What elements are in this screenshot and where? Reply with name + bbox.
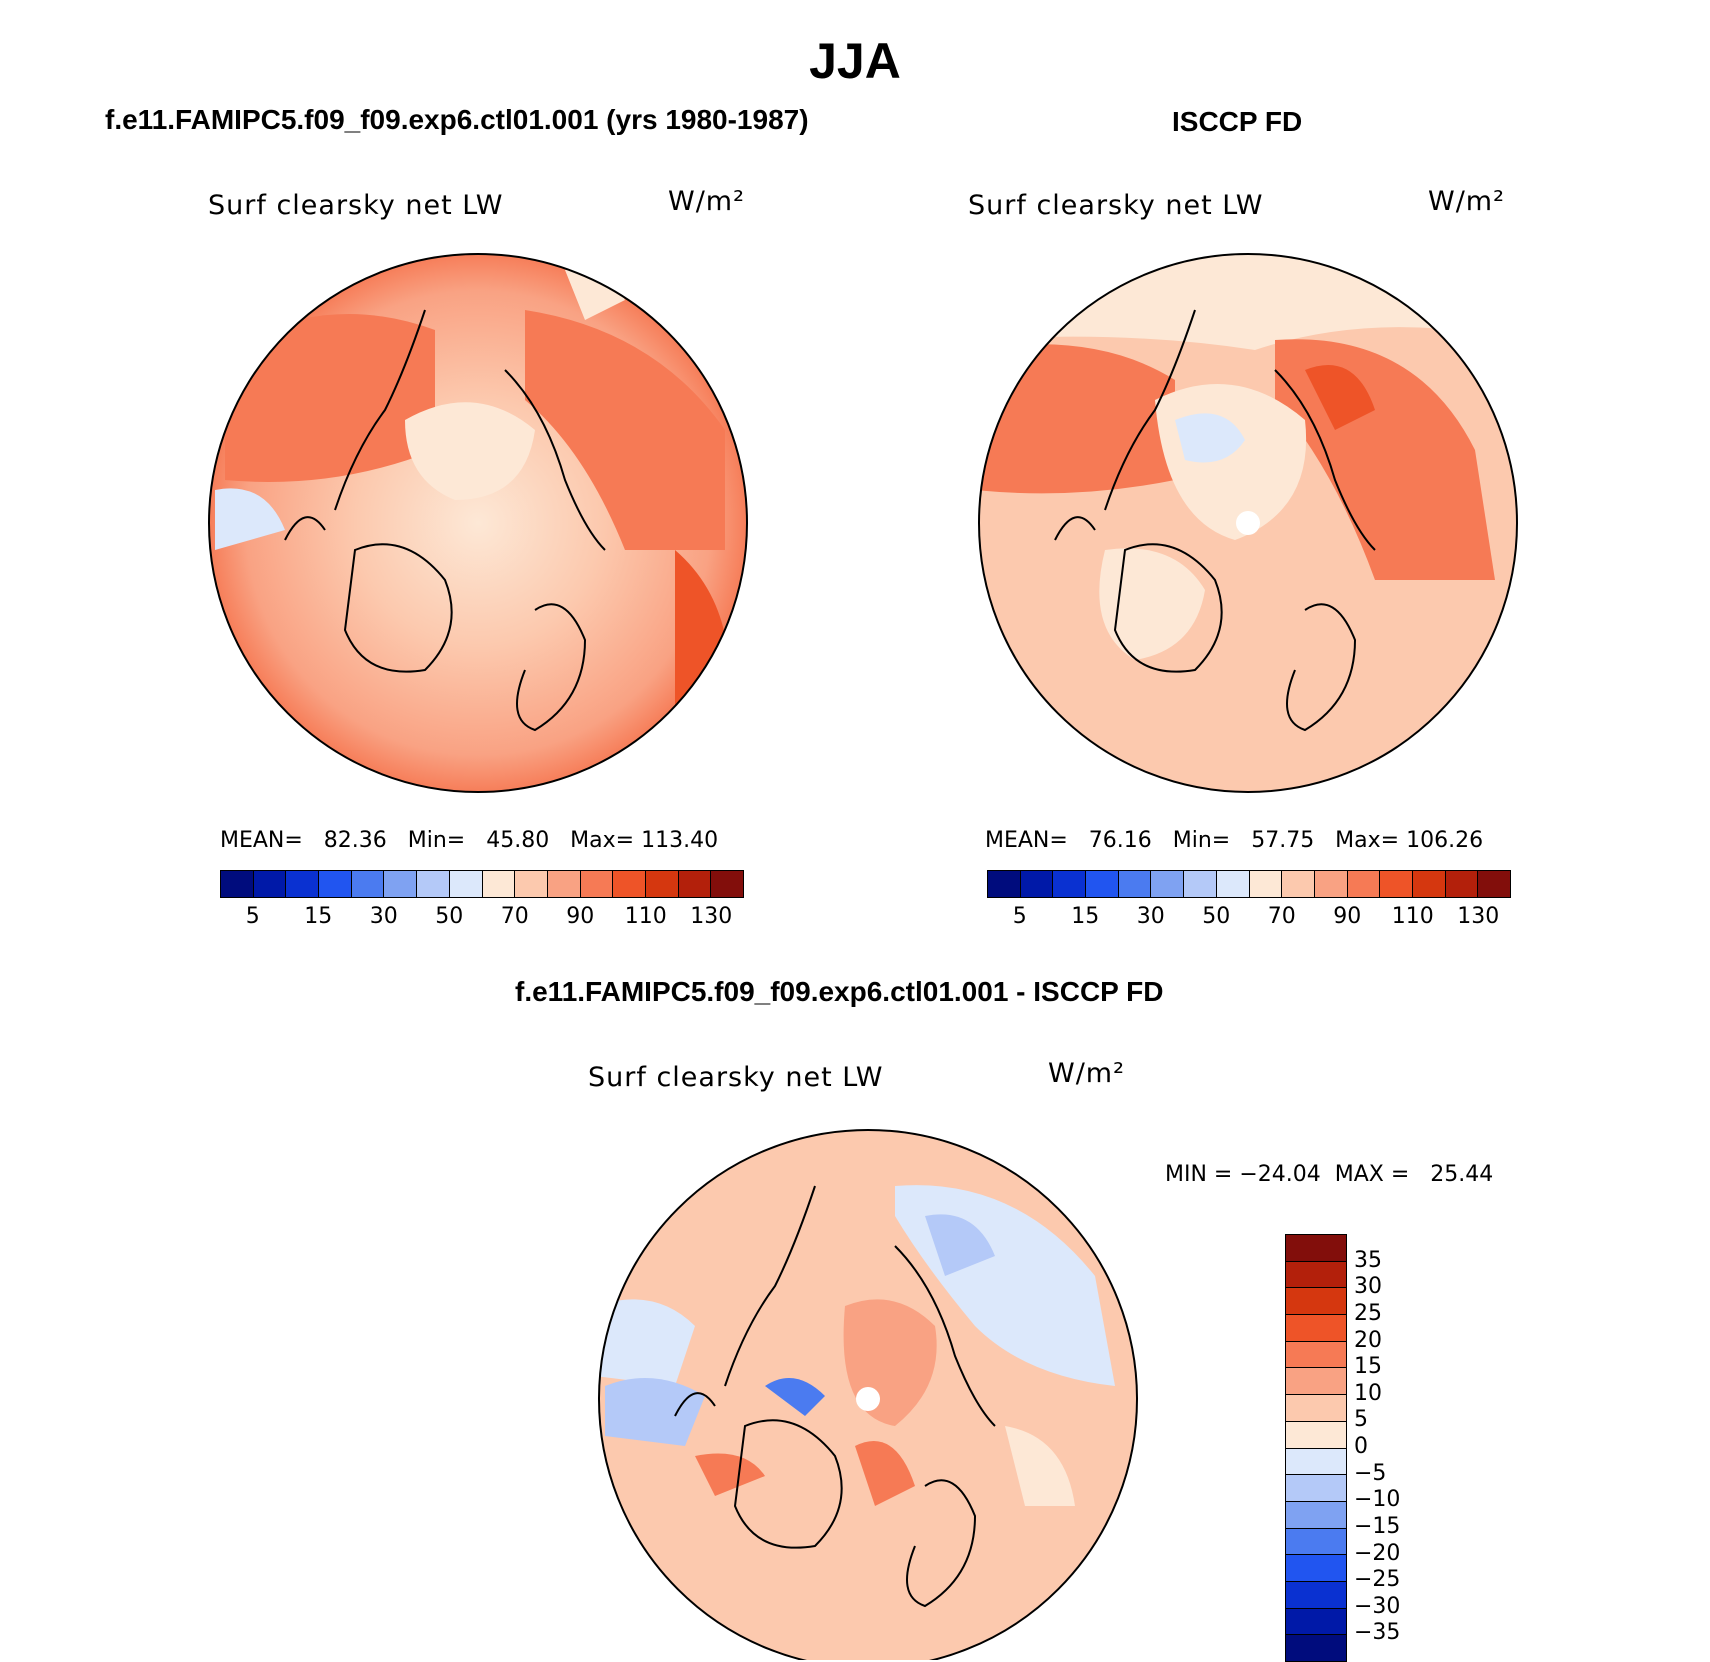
colorbar-tick-label: 35: [1354, 1247, 1382, 1273]
colorbar-swatch: [1019, 871, 1053, 897]
diff-colorbar: [1285, 1234, 1347, 1662]
colorbar-swatch: [1286, 1367, 1346, 1395]
colorbar-swatch: [1286, 1235, 1346, 1261]
colorbar-swatch: [221, 871, 253, 897]
colorbar-tick-label: 15: [1354, 1354, 1382, 1380]
model-panel-title: f.e11.FAMIPC5.f09_f09.exp6.ctl01.001 (yr…: [105, 104, 809, 135]
colorbar-swatch: [546, 871, 580, 897]
colorbar-tick-label: 15: [1071, 904, 1100, 929]
colorbar-swatch: [1286, 1580, 1346, 1608]
colorbar-tick-label: 0: [1354, 1434, 1368, 1459]
colorbar-tick-label: −5: [1354, 1460, 1387, 1486]
colorbar-swatch: [448, 871, 482, 897]
colorbar-swatch: [1286, 1474, 1346, 1501]
colorbar-tick-label: 50: [435, 904, 464, 929]
colorbar-tick-label: −15: [1354, 1513, 1401, 1539]
colorbar-swatch: [579, 871, 613, 897]
colorbar-swatch: [1286, 1500, 1346, 1528]
colorbar-swatch: [1286, 1260, 1346, 1288]
colorbar-swatch: [350, 871, 384, 897]
colorbar-swatch: [1281, 871, 1314, 897]
colorbar-swatch: [1286, 1287, 1346, 1315]
colorbar-tick-label: −35: [1354, 1620, 1401, 1646]
colorbar-swatch: [1286, 1527, 1346, 1555]
colorbar-swatch: [1286, 1420, 1346, 1448]
colorbar-swatch: [1117, 871, 1151, 897]
colorbar-swatch: [1215, 871, 1249, 897]
colorbar-tick-label: 25: [1354, 1300, 1382, 1326]
figure-title: JJA: [809, 33, 901, 89]
colorbar-swatch: [1286, 1340, 1346, 1368]
diff-units-label: W/m²: [1048, 1058, 1125, 1089]
colorbar-swatch: [514, 871, 547, 897]
colorbar-swatch: [1286, 1394, 1346, 1421]
colorbar-tick-label: 30: [1354, 1274, 1382, 1300]
colorbar-tick-label: −25: [1354, 1567, 1401, 1593]
colorbar-swatch: [1286, 1634, 1346, 1661]
colorbar-swatch: [1286, 1607, 1346, 1635]
colorbar-swatch: [1286, 1554, 1346, 1581]
colorbar-swatch: [416, 871, 449, 897]
colorbar-swatch: [1346, 871, 1380, 897]
colorbar-tick-label: 90: [566, 904, 595, 929]
colorbar-swatch: [1477, 871, 1510, 897]
colorbar-tick-label: 70: [1267, 904, 1296, 929]
colorbar-tick-label: 30: [369, 904, 398, 929]
colorbar-tick-label: 30: [1136, 904, 1165, 929]
colorbar-swatch: [612, 871, 645, 897]
colorbar-tick-label: 90: [1333, 904, 1362, 929]
colorbar-tick-label: 130: [1457, 904, 1500, 929]
colorbar-swatch: [1444, 871, 1478, 897]
obs-panel-title: ISCCP FD: [1172, 106, 1303, 137]
colorbar-swatch: [1286, 1314, 1346, 1341]
diff-variable-label: Surf clearsky net LW: [588, 1062, 884, 1093]
colorbar-tick-label: 70: [500, 904, 529, 929]
colorbar-swatch: [1313, 871, 1347, 897]
colorbar-tick-label: −20: [1354, 1540, 1401, 1566]
colorbar-tick-label: 5: [1354, 1407, 1368, 1433]
colorbar-tick-label: 50: [1202, 904, 1231, 929]
model-units-label: W/m²: [668, 186, 745, 217]
colorbar-swatch: [1379, 871, 1412, 897]
colorbar-swatch: [677, 871, 711, 897]
colorbar-swatch: [710, 871, 743, 897]
diff-colorbar-labels: 35 30 25 20 15 10 5 0 −5 −10 −15 −20 −25 −30 −35: [1354, 1234, 1434, 1660]
obs-stats: MEAN= 76.16 Min= 57.75 Max= 106.26: [985, 828, 1484, 853]
colorbar-swatch: [1411, 871, 1445, 897]
colorbar-tick-label: 5: [245, 904, 260, 929]
colorbar-swatch: [383, 871, 417, 897]
colorbar-tick-label: −10: [1354, 1487, 1401, 1513]
diff-polar-map: [598, 1129, 1138, 1660]
colorbar-swatch: [1183, 871, 1216, 897]
colorbar-swatch: [1085, 871, 1118, 897]
model-stats: MEAN= 82.36 Min= 45.80 Max= 113.40: [220, 828, 719, 853]
diff-stats: MIN = −24.04 MAX = 25.44: [1165, 1162, 1494, 1187]
diff-panel-title: f.e11.FAMIPC5.f09_f09.exp6.ctl01.001 - I…: [515, 976, 1164, 1007]
colorbar-swatch: [644, 871, 678, 897]
colorbar-swatch: [252, 871, 286, 897]
colorbar-tick-label: 5: [1012, 904, 1027, 929]
colorbar-tick-label: 110: [624, 904, 667, 929]
colorbar-swatch: [988, 871, 1020, 897]
model-polar-map: [208, 253, 748, 793]
colorbar-tick-label: 130: [690, 904, 733, 929]
colorbar-swatch: [1150, 871, 1184, 897]
colorbar-swatch: [318, 871, 351, 897]
colorbar-tick-label: 20: [1354, 1327, 1382, 1353]
colorbar-swatch: [481, 871, 515, 897]
obs-units-label: W/m²: [1428, 186, 1505, 217]
colorbar-tick-label: 110: [1391, 904, 1434, 929]
obs-variable-label: Surf clearsky net LW: [968, 190, 1264, 221]
colorbar-swatch: [1052, 871, 1086, 897]
model-variable-label: Surf clearsky net LW: [208, 190, 504, 221]
obs-colorbar: 5 15 30 50 70 90 110 130: [987, 870, 1511, 929]
colorbar-tick-label: 15: [304, 904, 333, 929]
colorbar-tick-label: 10: [1354, 1380, 1382, 1406]
colorbar-swatch: [1248, 871, 1282, 897]
colorbar-swatch: [1286, 1447, 1346, 1475]
colorbar-tick-label: −30: [1354, 1593, 1401, 1619]
model-colorbar: 5 15 30 50 70 90 110 130: [220, 870, 744, 929]
colorbar-swatch: [285, 871, 319, 897]
obs-polar-map: [978, 253, 1518, 793]
